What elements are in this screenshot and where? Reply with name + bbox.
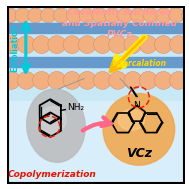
- Circle shape: [154, 71, 172, 89]
- Circle shape: [48, 36, 66, 53]
- Circle shape: [118, 8, 133, 23]
- Circle shape: [139, 36, 157, 53]
- Circle shape: [92, 8, 107, 23]
- Circle shape: [109, 36, 127, 53]
- Text: VCz: VCz: [126, 147, 152, 160]
- Circle shape: [109, 71, 127, 89]
- Circle shape: [94, 36, 112, 53]
- Circle shape: [185, 36, 189, 53]
- Circle shape: [28, 8, 43, 23]
- Circle shape: [63, 71, 81, 89]
- Circle shape: [130, 8, 146, 23]
- Text: Copolymerization: Copolymerization: [8, 170, 97, 179]
- Circle shape: [105, 8, 120, 23]
- Text: N: N: [134, 101, 140, 110]
- Circle shape: [63, 36, 81, 53]
- Text: Covalently Anchored
and Spatially Confined
PVCz: Covalently Anchored and Spatially Confin…: [62, 8, 178, 40]
- Text: Exfoliation: Exfoliation: [10, 23, 19, 71]
- Circle shape: [41, 8, 56, 23]
- Circle shape: [170, 36, 187, 53]
- Circle shape: [48, 71, 66, 89]
- Circle shape: [15, 8, 30, 23]
- Circle shape: [2, 36, 20, 53]
- Circle shape: [169, 8, 184, 23]
- Circle shape: [78, 71, 96, 89]
- Ellipse shape: [38, 107, 66, 133]
- Bar: [7, 101, 185, 184]
- Circle shape: [17, 36, 35, 53]
- Ellipse shape: [118, 110, 145, 130]
- Ellipse shape: [27, 89, 85, 162]
- Circle shape: [66, 8, 81, 23]
- Circle shape: [17, 71, 35, 89]
- Circle shape: [33, 36, 51, 53]
- Circle shape: [154, 36, 172, 53]
- Text: NH₂: NH₂: [67, 103, 84, 112]
- Circle shape: [2, 71, 20, 89]
- Circle shape: [182, 8, 189, 23]
- Circle shape: [139, 71, 157, 89]
- Circle shape: [124, 36, 142, 53]
- Circle shape: [124, 71, 142, 89]
- Circle shape: [53, 8, 69, 23]
- Circle shape: [156, 8, 171, 23]
- Circle shape: [33, 71, 51, 89]
- Circle shape: [79, 8, 94, 23]
- Circle shape: [94, 71, 112, 89]
- Bar: [7, 23, 185, 33]
- Bar: [7, 6, 185, 101]
- Bar: [7, 57, 185, 67]
- Circle shape: [170, 71, 187, 89]
- Circle shape: [2, 8, 17, 23]
- Circle shape: [143, 8, 158, 23]
- Ellipse shape: [103, 94, 175, 165]
- Circle shape: [185, 71, 189, 89]
- Circle shape: [78, 36, 96, 53]
- Text: Intercalation: Intercalation: [112, 59, 167, 68]
